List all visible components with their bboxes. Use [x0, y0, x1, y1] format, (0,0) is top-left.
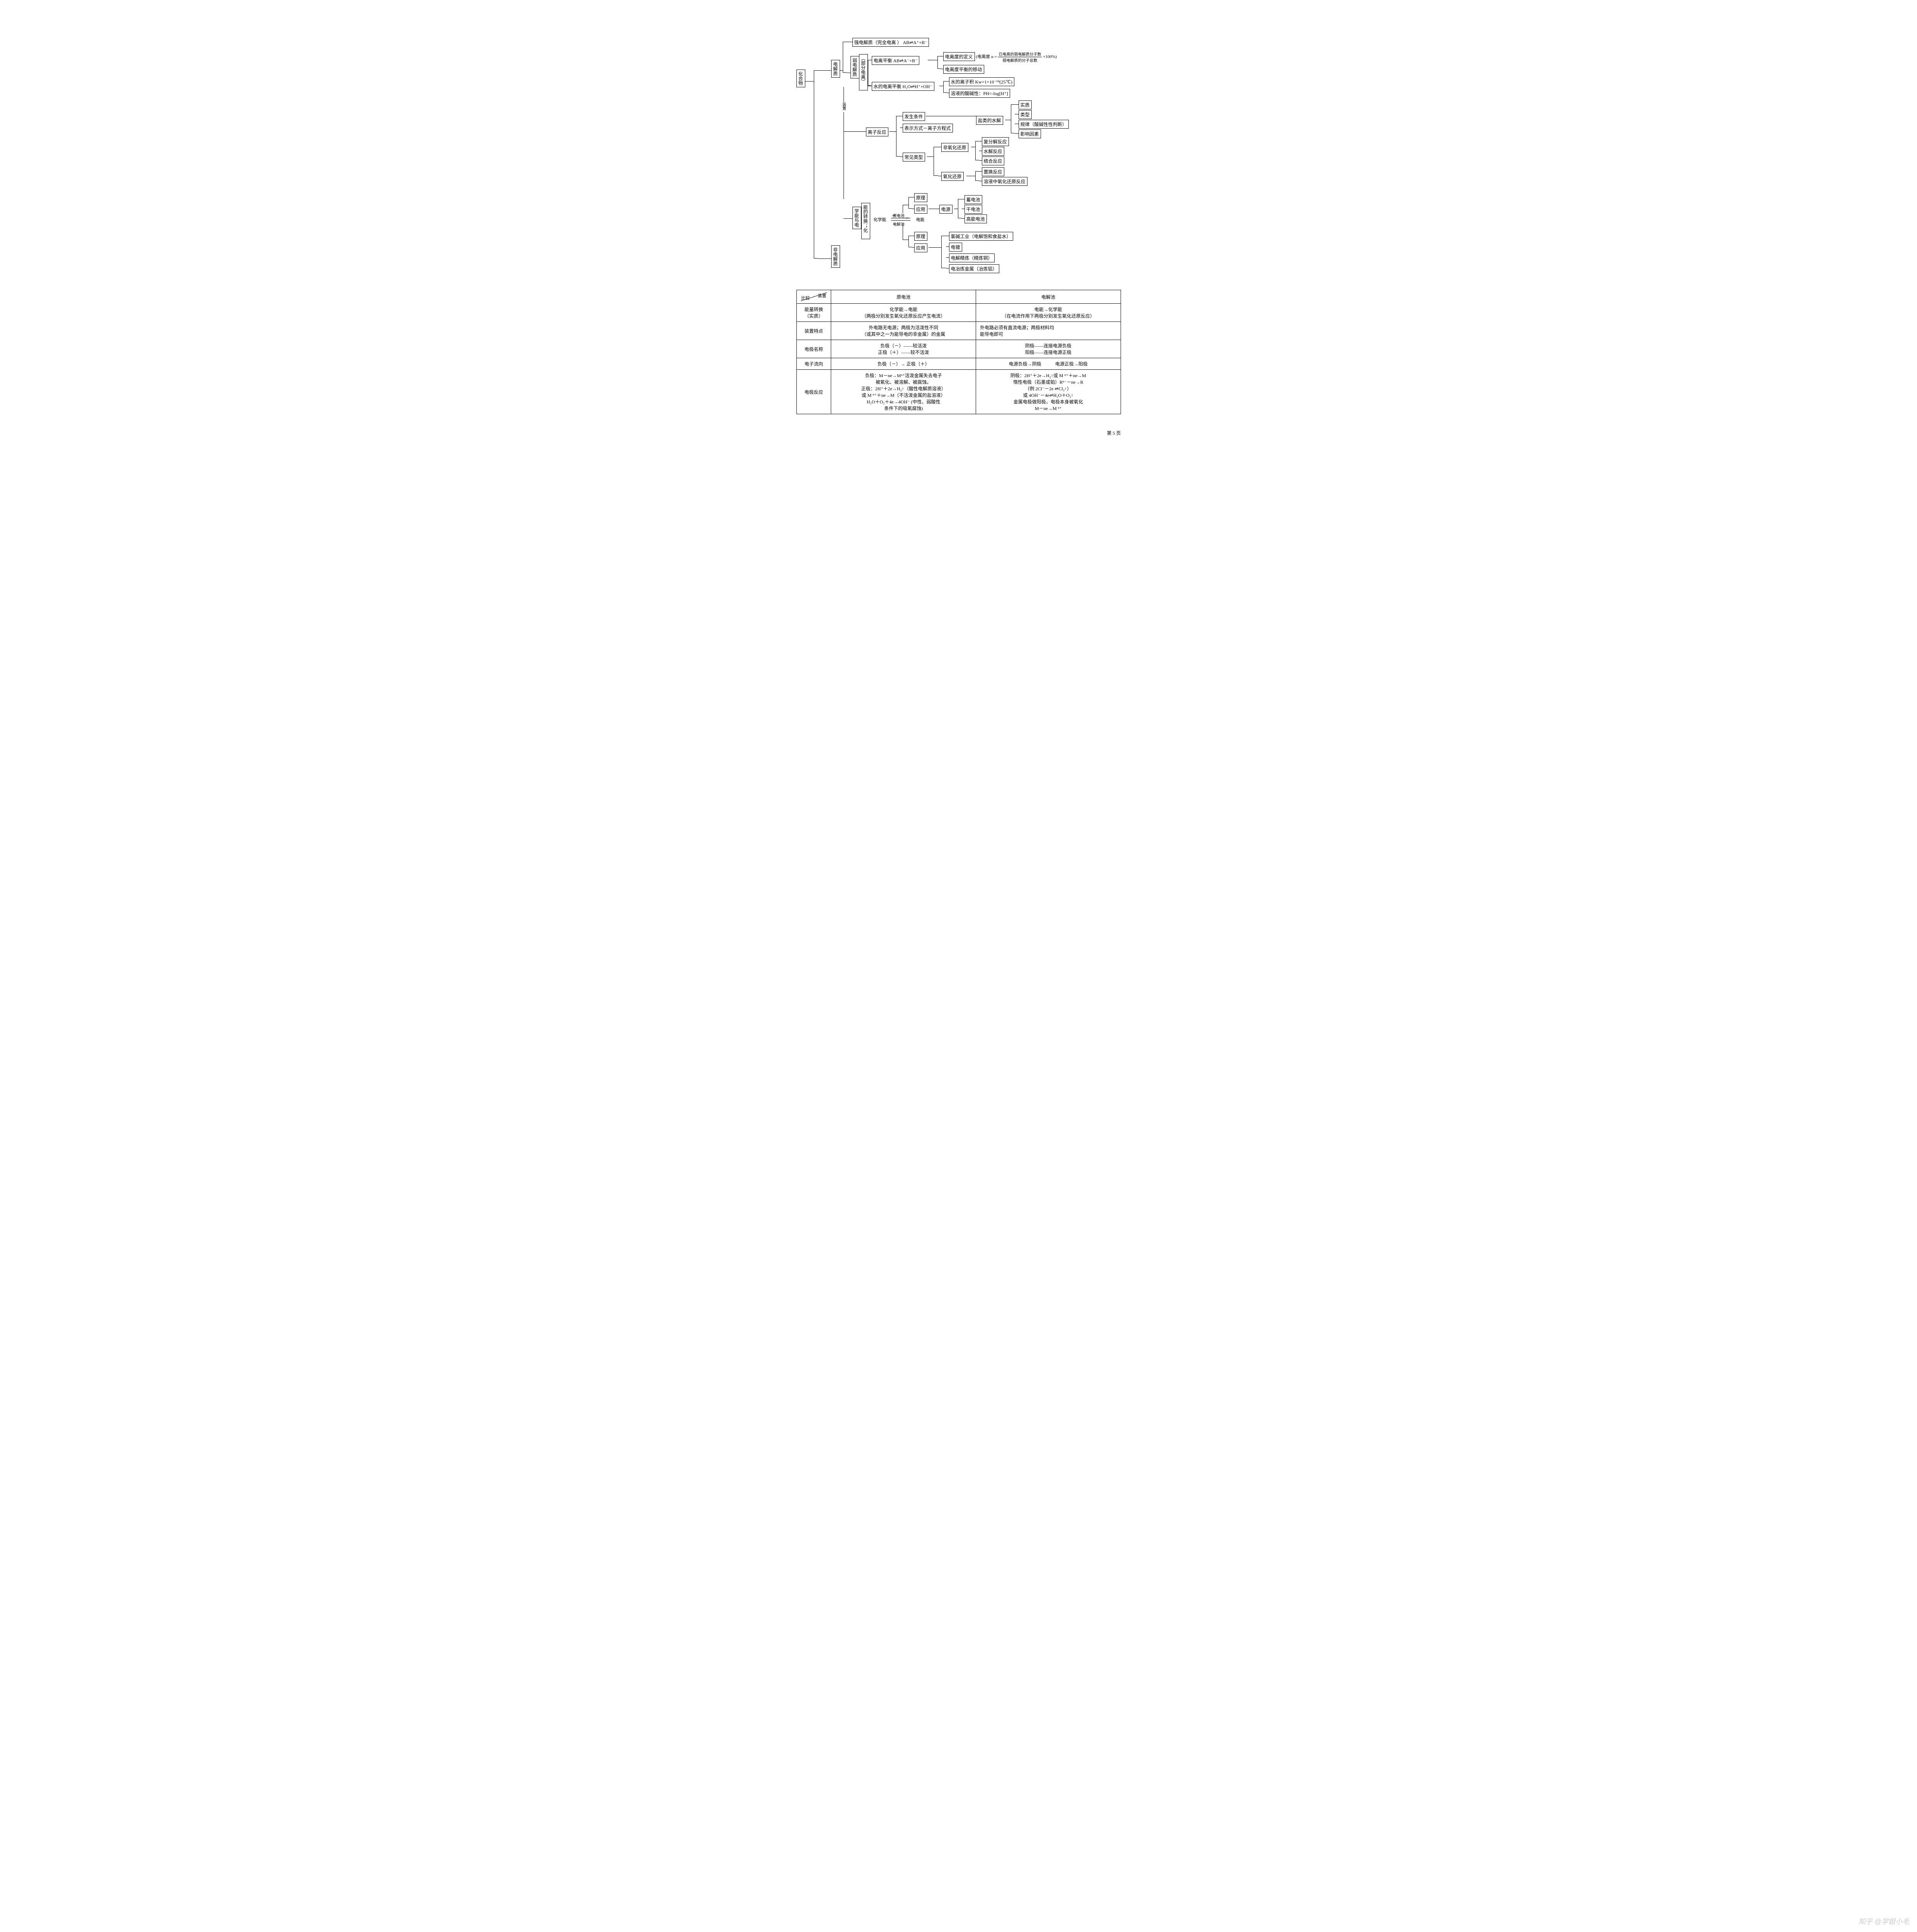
node-weak: 弱电解质 [850, 56, 859, 78]
node-src-b: 干电池 [964, 205, 982, 214]
node-weak-paren: （部分电离） [859, 54, 868, 90]
node-elys-d: 电冶炼金属（冶炼铝） [949, 264, 999, 273]
node-src-c: 高能电池 [964, 214, 987, 223]
node-nonr-a: 复分解反应 [982, 137, 1009, 146]
node-app2: 应用 [914, 243, 927, 252]
node-water-eq: 水的电离平衡 H₂O⇌H⁺+OH⁻ [872, 82, 934, 91]
node-ph: 溶液的酸碱性：PH=-log[H⁺] [949, 89, 1010, 98]
node-common: 常见类型 [903, 153, 925, 162]
node-prin2: 原理 [914, 232, 927, 241]
node-cond: 发生条件 [903, 112, 925, 121]
node-red-a: 置换反应 [982, 167, 1004, 176]
row5-b: 阴极：2H⁺＋2e→H₂↑或 M ⁿ⁺＋ne→M惰性电极（石墨或铂）Rⁿ⁻－ne… [976, 370, 1121, 414]
node-hyd-b: 类型 [1019, 110, 1032, 119]
row3-h: 电极名称 [796, 340, 831, 358]
node-repr: 表示方式－离子方程式 [903, 124, 953, 133]
row5-a: 负极：M－ne→Mⁿ⁺活泼金属失去电子被氧化、被溶解、被腐蚀。正极：2H⁺＋2e… [831, 370, 976, 414]
node-hyd-d: 影响因素 [1019, 129, 1041, 138]
row3-b: 阴极——连接电源负极阳极——连接电源正极 [976, 340, 1121, 358]
col-electrolytic: 电解池 [976, 290, 1121, 304]
node-deg-shift: 电离度平衡的移动 [943, 65, 984, 74]
node-elys-c: 电解精炼（精炼铜） [949, 253, 995, 262]
node-nonr-c: 络合反应 [982, 156, 1004, 165]
node-red-b: 溶液中氧化还原反应 [982, 177, 1027, 186]
row5-h: 电极反应 [796, 370, 831, 414]
node-root: 化合物 [796, 70, 805, 87]
formula-degree: (电离度 α = 已电离的弱电解质分子数弱电解质的分子总数 ×100%) [976, 51, 1057, 63]
node-kw: 水的离子积 Kw=1×10⁻¹⁴(25℃) [949, 77, 1014, 86]
label-elec-e: 电能 [916, 216, 925, 223]
arrow-left: ↽ [906, 216, 909, 220]
node-electrolyte: 电解质 [831, 60, 840, 78]
page-number: 第 5 页 [796, 430, 1121, 436]
node-deg-def: 电离度的定义 [943, 52, 975, 61]
row2-a: 外电路无电源；两极为活泼性不同（或其中之一为能导电的非金属）的金属 [831, 322, 976, 340]
node-src: 电源 [939, 205, 953, 214]
watermark: 知乎 @学姐小毛 [1859, 1916, 1909, 1926]
node-salt-hyd: 盐类的水解 [976, 116, 1003, 125]
row1-a: 化学能→电能（两极分别发生氧化还原反应产生电流） [831, 304, 976, 322]
node-elys-b: 电镀 [949, 243, 962, 252]
node-ion-rxn: 离子反应 [866, 128, 888, 136]
node-hyd-a: 实质 [1019, 100, 1032, 109]
comparison-table: 比较装置 原电池 电解池 能量转换（实质） 化学能→电能（两极分别发生氧化还原反… [796, 290, 1121, 414]
row2-h: 装置特点 [796, 322, 831, 340]
node-nonelectrolyte: 非电解质 [831, 245, 840, 268]
node-nonr-b: 水解反应 [982, 147, 1004, 156]
row1-b: 电能→化学能（在电流作用下两极分别发生氧化还原反应） [976, 304, 1121, 322]
node-energy-sub: 能的转换；化 [861, 203, 870, 239]
arrow-right: ⇀ [892, 214, 895, 218]
col-galvanic: 原电池 [831, 290, 976, 304]
node-prin1: 原理 [914, 193, 927, 202]
label-chem-e: 化学能 [874, 216, 886, 223]
node-ion-eq: 电离平衡 AB⇌A⁻+B⁻ [872, 56, 920, 65]
row1-h: 能量转换（实质） [796, 304, 831, 322]
label-device: 装置 [841, 102, 847, 110]
row3-a: 负极（－）——较活泼正极（＋）——较不活泼 [831, 340, 976, 358]
node-src-a: 蓄电池 [964, 195, 982, 204]
node-strong: 强电解质（完全电离 ） AB⇌A⁺+B⁻ [852, 38, 929, 47]
node-nonredox: 非氧化还原 [941, 143, 968, 152]
row4-a: 负极（－）→ 正极（＋） [831, 358, 976, 370]
node-hyd-c: 规律（酸碱性性判断） [1019, 120, 1069, 129]
node-energy-elec: 学能与电 [852, 207, 861, 229]
row2-b: 外电路必须有直流电源；两极材料均能导电即可 [976, 322, 1121, 340]
diag-header: 比较装置 [801, 293, 827, 301]
row4-h: 电子流向 [796, 358, 831, 370]
node-app1: 应用 [914, 205, 927, 214]
node-redox: 氧化还原 [941, 172, 964, 181]
node-elys-a: 氯碱工业（电解饱和食盐水） [949, 232, 1013, 241]
row4-b: 电源负极→阴极 电源正极→阳极 [976, 358, 1121, 370]
